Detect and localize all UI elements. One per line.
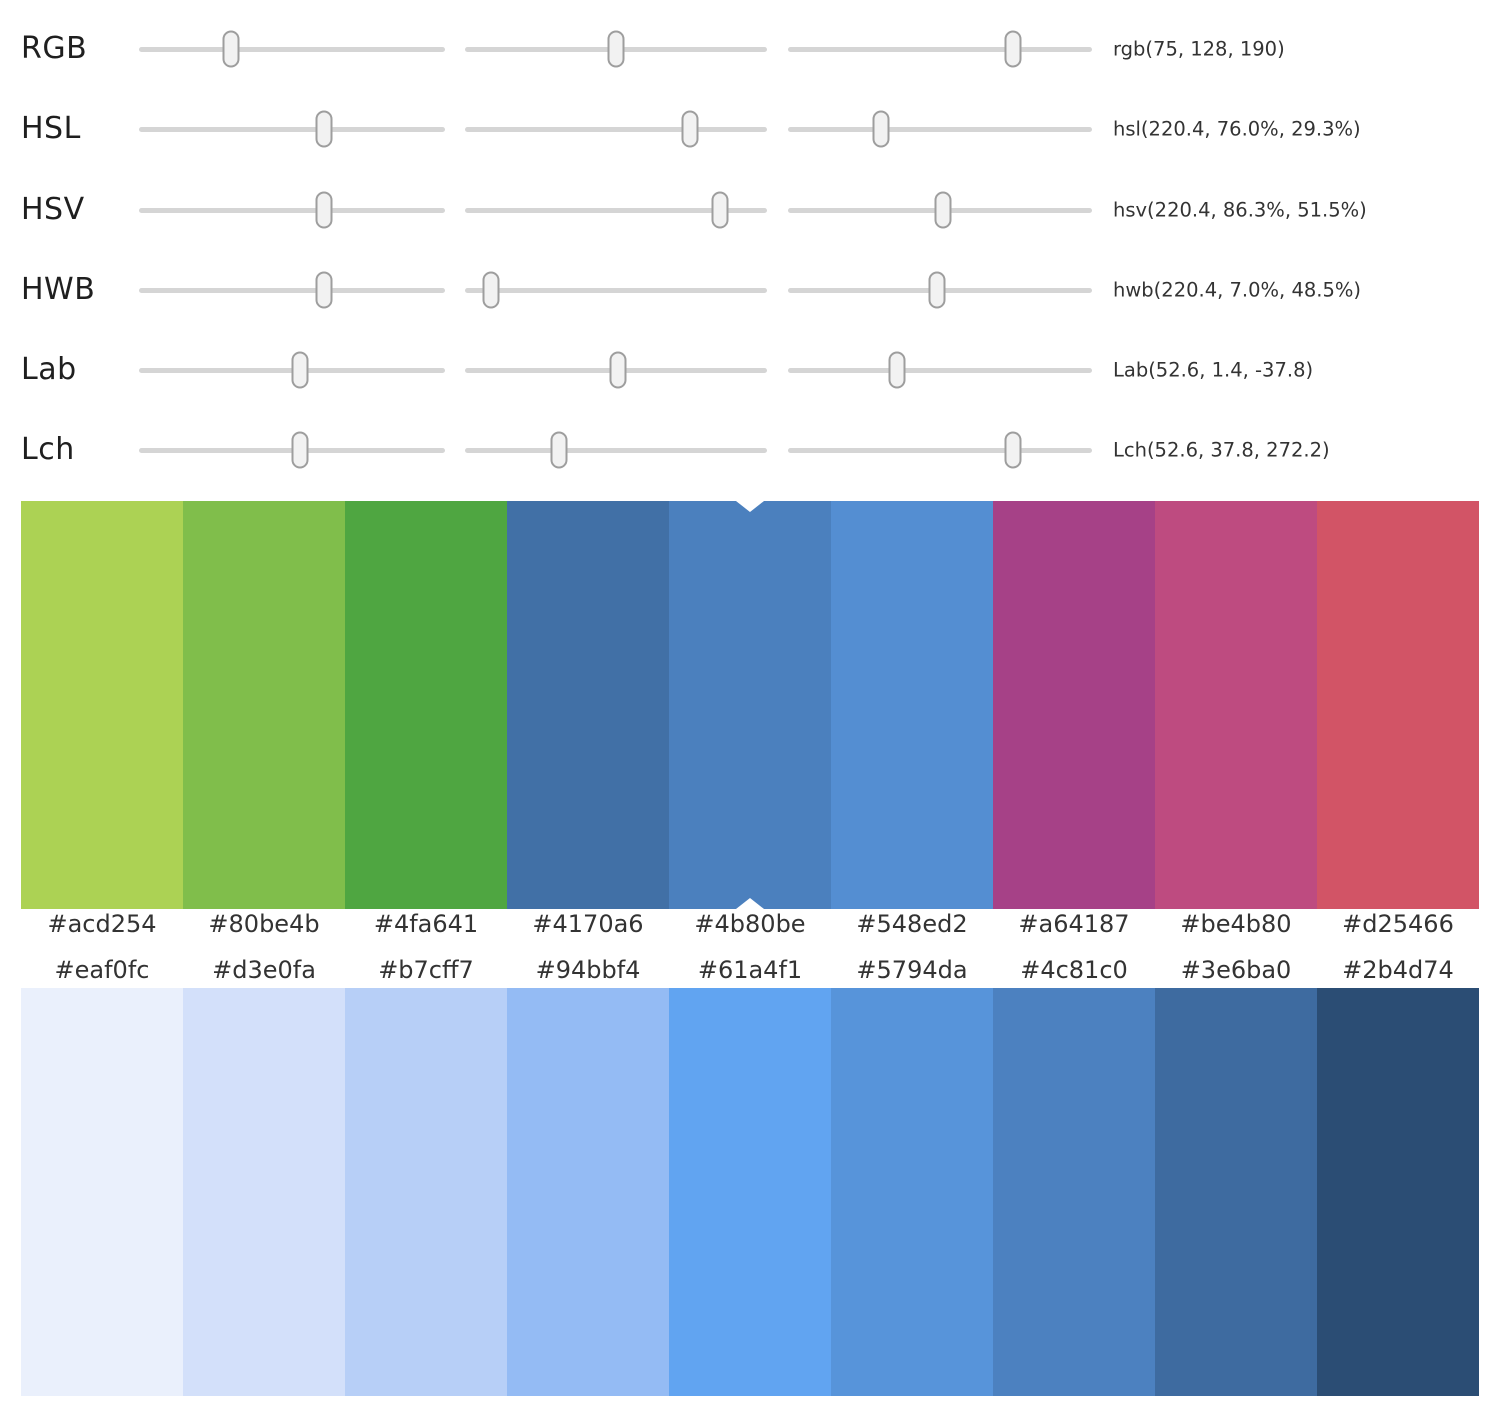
hsl-l-slider-track[interactable] — [788, 110, 1092, 148]
swatch[interactable] — [183, 501, 345, 909]
swatch-hex-label: #61a4f1 — [697, 956, 803, 984]
swatch-hex-label: #548ed2 — [856, 910, 968, 938]
swatch[interactable] — [1317, 988, 1479, 1396]
row-label-lch: Lch — [21, 431, 75, 467]
swatch[interactable] — [993, 501, 1155, 909]
row-label-rgb: RGB — [21, 30, 88, 66]
hwb-h-slider-track[interactable] — [139, 271, 445, 309]
swatch-hex-label: #4fa641 — [373, 910, 479, 938]
swatch-hex-label: #4c81c0 — [1020, 956, 1128, 984]
hsl-h-slider-track[interactable] — [139, 110, 445, 148]
rgb-r-slider-track[interactable] — [139, 30, 445, 68]
hsv-h-slider-track[interactable] — [139, 191, 445, 229]
lab-b-slider-thumb[interactable] — [888, 351, 906, 389]
swatch-hex-label: #5794da — [856, 956, 968, 984]
swatch[interactable] — [345, 988, 507, 1396]
lch-value-text: Lch(52.6, 37.8, 272.2) — [1113, 438, 1330, 462]
hsv-v-slider-thumb[interactable] — [934, 191, 952, 229]
swatch[interactable] — [1317, 501, 1479, 909]
rgb-value-text: rgb(75, 128, 190) — [1113, 37, 1285, 61]
hwb-b-slider-track[interactable] — [788, 271, 1092, 309]
hwb-value-text: hwb(220.4, 7.0%, 48.5%) — [1113, 278, 1362, 302]
hsv-h-slider-thumb[interactable] — [315, 191, 333, 229]
swatch-hex-label: #eaf0fc — [54, 956, 150, 984]
variation-palette-labels: #acd254 #80be4b #4fa641 #4170a6 #4b80be … — [21, 910, 1479, 938]
swatch-hex-label: #80be4b — [208, 910, 320, 938]
lch-h-slider-track[interactable] — [788, 431, 1092, 469]
lch-c-slider-track[interactable] — [465, 431, 767, 469]
swatch[interactable] — [1155, 988, 1317, 1396]
lab-l-slider-thumb[interactable] — [291, 351, 309, 389]
hwb-b-slider-thumb[interactable] — [928, 271, 946, 309]
swatch-hex-label: #4170a6 — [532, 910, 644, 938]
rgb-b-slider-track[interactable] — [788, 30, 1092, 68]
row-label-hwb: HWB — [21, 271, 96, 307]
swatch[interactable] — [345, 501, 507, 909]
lch-l-slider-track[interactable] — [139, 431, 445, 469]
hsv-s-slider-thumb[interactable] — [711, 191, 729, 229]
hsl-h-slider-thumb[interactable] — [315, 110, 333, 148]
hwb-w-slider-thumb[interactable] — [482, 271, 500, 309]
hsl-value-text: hsl(220.4, 76.0%, 29.3%) — [1113, 117, 1361, 141]
swatch[interactable] — [183, 988, 345, 1396]
hsv-v-slider-track[interactable] — [788, 191, 1092, 229]
swatch-hex-label: #acd254 — [47, 910, 157, 938]
swatch[interactable] — [831, 501, 993, 909]
lab-b-slider-track[interactable] — [788, 351, 1092, 389]
swatch[interactable] — [669, 988, 831, 1396]
tint-palette — [21, 988, 1479, 1396]
rgb-r-slider-thumb[interactable] — [222, 30, 240, 68]
tint-palette-labels: #eaf0fc #d3e0fa #b7cff7 #94bbf4 #61a4f1 … — [21, 956, 1479, 984]
swatch-selected[interactable] — [669, 501, 831, 909]
hsl-l-slider-thumb[interactable] — [872, 110, 890, 148]
swatch-hex-label: #be4b80 — [1180, 910, 1292, 938]
swatch-hex-label: #d25466 — [1342, 910, 1454, 938]
lab-a-slider-thumb[interactable] — [609, 351, 626, 389]
swatch[interactable] — [507, 501, 669, 909]
lch-c-slider-thumb[interactable] — [550, 431, 568, 469]
swatch-hex-label: #d3e0fa — [212, 956, 316, 984]
lab-l-slider-track[interactable] — [139, 351, 445, 389]
hwb-w-slider-track[interactable] — [465, 271, 767, 309]
swatch-hex-label: #a64187 — [1018, 910, 1130, 938]
hwb-h-slider-thumb[interactable] — [315, 271, 333, 309]
swatch-hex-label: #3e6ba0 — [1180, 956, 1292, 984]
hsl-s-slider-track[interactable] — [465, 110, 767, 148]
rgb-g-slider-track[interactable] — [465, 30, 767, 68]
swatch[interactable] — [21, 988, 183, 1396]
swatch-hex-label: #2b4d74 — [1342, 956, 1454, 984]
swatch[interactable] — [21, 501, 183, 909]
swatch[interactable] — [831, 988, 993, 1396]
rgb-g-slider-thumb[interactable] — [607, 30, 625, 68]
hsv-s-slider-track[interactable] — [465, 191, 767, 229]
row-label-lab: Lab — [21, 351, 77, 387]
swatch[interactable] — [993, 988, 1155, 1396]
swatch[interactable] — [1155, 501, 1317, 909]
lab-a-slider-track[interactable] — [465, 351, 767, 389]
swatch-hex-label: #b7cff7 — [378, 956, 474, 984]
rgb-b-slider-thumb[interactable] — [1004, 30, 1022, 68]
row-label-hsl: HSL — [21, 110, 81, 146]
lch-h-slider-thumb[interactable] — [1004, 431, 1022, 469]
row-label-hsv: HSV — [21, 191, 85, 227]
swatch[interactable] — [507, 988, 669, 1396]
selection-notch-top-icon — [736, 501, 764, 512]
hsv-value-text: hsv(220.4, 86.3%, 51.5%) — [1113, 198, 1367, 222]
hsl-s-slider-thumb[interactable] — [681, 110, 699, 148]
lch-l-slider-thumb[interactable] — [291, 431, 309, 469]
lab-value-text: Lab(52.6, 1.4, -37.8) — [1113, 358, 1314, 382]
swatch-hex-label: #94bbf4 — [535, 956, 641, 984]
selection-notch-bottom-icon — [736, 898, 764, 909]
swatch-hex-label: #4b80be — [694, 910, 806, 938]
variation-palette — [21, 501, 1479, 909]
